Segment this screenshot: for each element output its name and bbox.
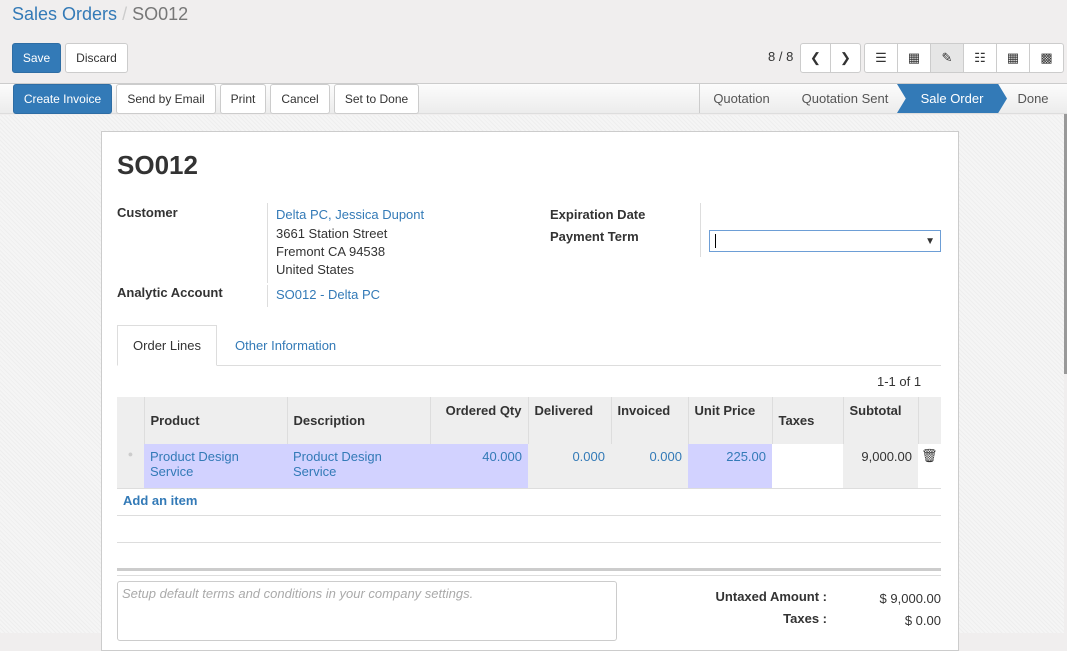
cell-ordered-qty[interactable]: 40.000 [430, 444, 528, 489]
cell-description[interactable]: Product Design Service [287, 444, 430, 489]
status-done[interactable]: Done [1017, 91, 1049, 106]
terms-textarea[interactable]: Setup default terms and conditions in yo… [117, 581, 617, 641]
view-switcher: ☰ ▦ ✎ ☷ ▦ ▩ [864, 43, 1064, 73]
customer-link[interactable]: Delta PC, Jessica Dupont [276, 207, 425, 222]
col-description[interactable]: Description [286, 397, 430, 444]
tab-order-lines[interactable]: Order Lines [117, 325, 217, 366]
status-sale-order[interactable]: Sale Order [897, 84, 1007, 113]
drag-handle-icon[interactable]: ● [117, 444, 144, 489]
kanban-icon[interactable]: ▦ [898, 44, 931, 72]
form-sheet [101, 131, 959, 651]
save-button[interactable]: Save [12, 43, 61, 73]
send-email-button[interactable]: Send by Email [116, 84, 216, 114]
untaxed-value: $ 9,000.00 [879, 591, 941, 606]
add-item-link[interactable]: Add an item [123, 493, 198, 508]
payment-term-select[interactable]: ▼ [709, 230, 941, 252]
col-delivered[interactable]: Delivered [527, 397, 611, 444]
discard-button[interactable]: Discard [65, 43, 128, 73]
cell-subtotal: 9,000.00 [843, 444, 918, 489]
tab-divider [117, 365, 941, 366]
set-done-button[interactable]: Set to Done [334, 84, 419, 114]
table-row[interactable]: ● Product Design Service Product Design … [117, 444, 941, 489]
cell-invoiced[interactable]: 0.000 [611, 444, 688, 489]
address-line: United States [276, 262, 355, 277]
taxes-value: $ 0.00 [904, 613, 941, 628]
chevron-right-icon[interactable]: ❯ [840, 50, 851, 65]
taxes-label: Taxes : [783, 611, 827, 626]
payment-term-label: Payment Term [550, 229, 639, 244]
breadcrumb-separator: / [122, 4, 128, 24]
payment-term-value [715, 234, 716, 248]
pager-value: 8 / 8 [768, 49, 794, 64]
address-line: Fremont CA 94538 [276, 244, 386, 259]
col-product[interactable]: Product [143, 397, 287, 444]
form-icon[interactable]: ✎ [931, 44, 964, 72]
customer-address: 3661 Station Street Fremont CA 94538 Uni… [276, 225, 387, 279]
divider [117, 568, 941, 571]
untaxed-label: Untaxed Amount : [715, 589, 827, 604]
pager-buttons: ❮ ❯ [800, 43, 861, 73]
field-divider [267, 285, 268, 307]
lines-pager: 1-1 of 1 [877, 374, 922, 389]
divider [117, 542, 941, 543]
divider [117, 515, 941, 516]
breadcrumb-sales-orders[interactable]: Sales Orders [12, 4, 118, 24]
order-title: SO012 [117, 150, 198, 180]
analytic-label: Analytic Account [117, 285, 223, 300]
customer-label: Customer [117, 205, 178, 220]
order-lines-table: Product Description Ordered Qty Delivere… [117, 397, 941, 489]
analytic-link[interactable]: SO012 - Delta PC [276, 287, 381, 302]
col-unit-price[interactable]: Unit Price [687, 397, 772, 444]
cell-delivered[interactable]: 0.000 [528, 444, 611, 489]
field-divider [700, 203, 701, 257]
col-delete [917, 397, 941, 444]
trash-icon[interactable]: 🗑 [918, 444, 941, 489]
calendar-icon[interactable]: ☷ [964, 44, 997, 72]
expiration-label: Expiration Date [550, 207, 646, 222]
table-header: Product Description Ordered Qty Delivere… [117, 397, 941, 444]
cell-taxes[interactable] [772, 444, 843, 489]
status-quotation[interactable]: Quotation [699, 84, 783, 113]
scrollbar[interactable] [1064, 114, 1067, 374]
col-taxes[interactable]: Taxes [771, 397, 843, 444]
breadcrumb-current: SO012 [132, 4, 189, 24]
divider [117, 575, 941, 576]
col-ordered-qty[interactable]: Ordered Qty [429, 397, 528, 444]
col-invoiced[interactable]: Invoiced [610, 397, 688, 444]
chevron-left-icon[interactable]: ❮ [801, 44, 831, 72]
graph-icon[interactable]: ▩ [1040, 50, 1053, 65]
col-handle [117, 397, 144, 444]
col-subtotal[interactable]: Subtotal [842, 397, 918, 444]
create-invoice-button[interactable]: Create Invoice [13, 84, 112, 114]
cell-unit-price[interactable]: 225.00 [688, 444, 772, 489]
address-line: 3661 Station Street [276, 226, 388, 241]
tab-other-information[interactable]: Other Information [235, 338, 337, 353]
cell-product[interactable]: Product Design Service [144, 444, 287, 489]
cancel-button[interactable]: Cancel [270, 84, 330, 114]
caret-down-icon: ▼ [925, 235, 935, 247]
breadcrumb: Sales Orders / SO012 [12, 4, 188, 25]
list-icon[interactable]: ☰ [865, 44, 898, 72]
print-button[interactable]: Print [220, 84, 266, 114]
status-quotation-sent[interactable]: Quotation Sent [801, 91, 889, 106]
field-divider [267, 203, 268, 283]
pivot-icon[interactable]: ▦ [997, 44, 1030, 72]
